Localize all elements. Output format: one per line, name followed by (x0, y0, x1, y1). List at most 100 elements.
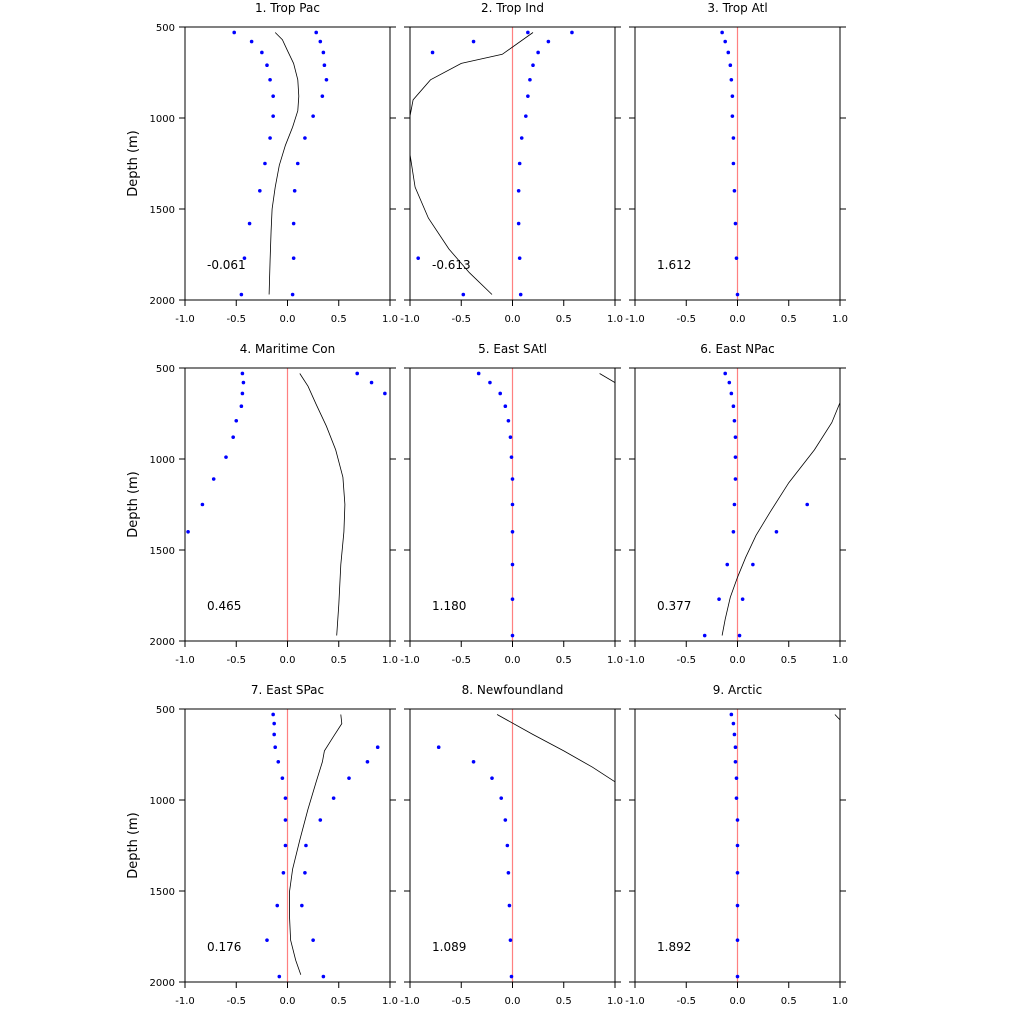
x-tick-label: 1.0 (607, 314, 623, 325)
data-point (731, 161, 736, 166)
correlation-label: 1.892 (657, 940, 691, 954)
data-point (733, 221, 738, 226)
panel-title: 8. Newfoundland (462, 683, 564, 697)
data-point (531, 63, 535, 68)
x-tick-label: -1.0 (175, 996, 195, 1007)
panel-title: 4. Maritime Con (240, 342, 336, 356)
data-point (510, 502, 515, 507)
data-point (528, 77, 532, 82)
y-tick-label: 1500 (150, 205, 175, 216)
y-tick-label: 2000 (150, 637, 175, 648)
data-point (322, 63, 327, 68)
panel-8: -1.0 -0.5 0.0 0.5 1.0 8. Newfoundland 1.089 (400, 683, 623, 1007)
data-point (247, 221, 252, 226)
data-point (271, 712, 275, 717)
data-point (273, 745, 278, 750)
data-point (735, 292, 740, 297)
x-tick-label: -0.5 (676, 996, 696, 1007)
panel-title: 7. East SPac (251, 683, 324, 697)
data-point (186, 530, 190, 534)
data-point (311, 938, 315, 942)
data-point (737, 633, 742, 638)
data-point (510, 633, 515, 638)
data-point (292, 189, 297, 193)
profile-curve (721, 402, 840, 636)
data-point (732, 418, 737, 423)
data-point (524, 114, 528, 118)
x-tick-label: 1.0 (832, 314, 848, 325)
data-point (731, 530, 736, 534)
correlation-label: 1.612 (657, 258, 691, 272)
data-point (268, 136, 272, 140)
data-point (774, 530, 779, 534)
x-tick-label: 0.5 (781, 314, 797, 325)
data-point (476, 371, 481, 376)
x-tick-label: 0.0 (730, 655, 746, 666)
data-point (526, 94, 530, 98)
x-tick-label: -1.0 (625, 996, 645, 1007)
data-point (508, 435, 513, 439)
data-point (211, 477, 216, 481)
data-point (224, 455, 228, 459)
x-tick-label: 0.0 (505, 655, 521, 666)
data-point (471, 39, 476, 44)
panel-title: 1. Trop Pac (255, 1, 320, 15)
panel-4: -1.0 -0.5 0.0 0.5 1.0 500 1000 1500 2000 4. Marit… (126, 342, 398, 666)
data-point (516, 221, 521, 226)
data-point (526, 30, 530, 35)
x-tick-label: 1.0 (382, 655, 398, 666)
data-point (320, 94, 325, 98)
data-point (717, 597, 721, 601)
y-tick-label: 500 (156, 23, 175, 34)
data-point (263, 161, 267, 166)
data-point (735, 974, 740, 979)
data-point (324, 77, 329, 82)
profile-curve (496, 714, 615, 783)
data-point (436, 745, 441, 750)
panel-title: 2. Trop Ind (481, 1, 544, 15)
y-tick-label: 500 (156, 364, 175, 375)
data-point (271, 94, 275, 98)
data-point (729, 712, 734, 717)
data-point (311, 114, 315, 118)
data-point (232, 30, 236, 35)
data-point (730, 94, 735, 98)
data-point (283, 818, 288, 822)
y-tick-label: 500 (156, 705, 175, 716)
data-point (733, 477, 738, 481)
data-point (276, 759, 281, 764)
data-point (355, 371, 360, 376)
data-point (734, 796, 739, 800)
profile-curve (599, 373, 615, 383)
profile-curve (268, 32, 300, 295)
correlation-label: -0.061 (207, 258, 246, 272)
correlation-label: 0.377 (657, 599, 691, 613)
data-point (517, 161, 522, 166)
data-point (240, 391, 245, 396)
data-point (231, 435, 235, 439)
data-point (732, 502, 737, 507)
panel-title: 3. Trop Atl (707, 1, 767, 15)
data-point (265, 63, 269, 68)
data-point (733, 745, 738, 750)
y-tick-label: 1000 (150, 114, 175, 125)
panel-3: -1.0 -0.5 0.0 0.5 1.0 3. Trop Atl 1.612 (625, 1, 848, 325)
data-point (283, 843, 288, 848)
data-point (239, 292, 244, 297)
data-point (272, 721, 276, 726)
correlation-label: 0.465 (207, 599, 241, 613)
data-point (740, 597, 745, 601)
x-tick-label: -1.0 (625, 314, 645, 325)
panel-9: -1.0 -0.5 0.0 0.5 1.0 9. Arctic 1.892 (625, 683, 848, 1007)
data-point (732, 732, 737, 737)
x-tick-label: 0.0 (730, 996, 746, 1007)
x-tick-label: 0.5 (331, 655, 347, 666)
x-tick-label: -0.5 (676, 655, 696, 666)
data-point (510, 477, 515, 481)
data-point (304, 843, 308, 848)
data-point (280, 776, 285, 780)
data-point (369, 380, 374, 385)
panel-title: 6. East NPac (700, 342, 775, 356)
data-point (260, 50, 264, 55)
data-point (509, 455, 514, 459)
